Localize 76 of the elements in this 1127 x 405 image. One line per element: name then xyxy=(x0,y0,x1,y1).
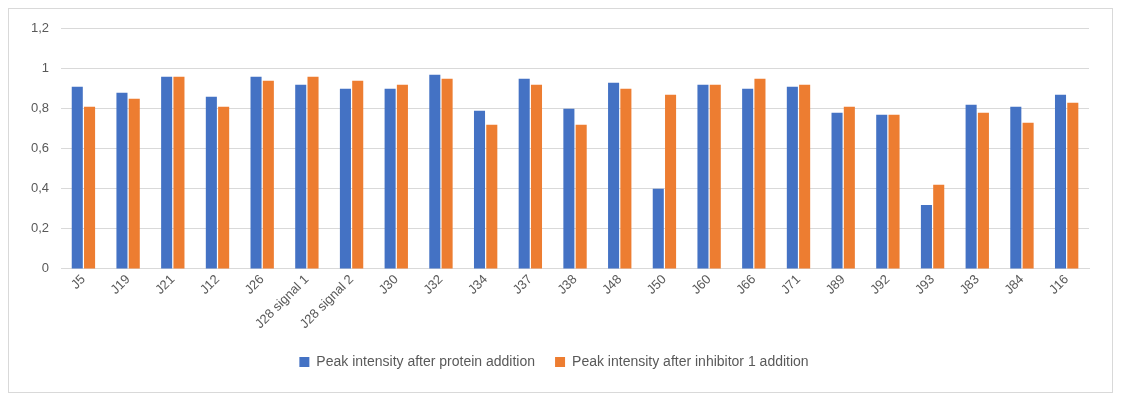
x-tick-label: J34 xyxy=(464,271,491,297)
y-tick-label: 0,2 xyxy=(30,220,50,236)
bar xyxy=(71,86,83,269)
bar xyxy=(262,80,274,269)
y-tick-label: 0 xyxy=(41,260,50,276)
bar xyxy=(295,84,307,269)
bar xyxy=(396,84,408,269)
y-tick-label: 1,2 xyxy=(30,20,50,36)
x-tick-label: J5 xyxy=(67,271,89,292)
bar xyxy=(665,94,677,269)
bar xyxy=(620,88,632,269)
x-tick-label: J50 xyxy=(643,271,670,297)
bar xyxy=(1022,122,1034,269)
x-tick-label: J66 xyxy=(733,271,759,297)
bar xyxy=(965,104,977,269)
bar xyxy=(473,110,486,269)
bar xyxy=(1010,106,1022,269)
bar xyxy=(205,96,217,269)
bar xyxy=(352,80,364,269)
bar xyxy=(652,188,664,269)
bar xyxy=(786,86,798,269)
legend-label: Peak intensity after protein addition xyxy=(316,352,536,369)
x-tick-label: J16 xyxy=(1045,271,1072,297)
bar xyxy=(518,78,530,269)
bar xyxy=(384,88,396,269)
bar xyxy=(173,76,185,269)
bar xyxy=(742,88,754,269)
x-tick-label: J84 xyxy=(1001,271,1027,297)
bar xyxy=(1054,94,1067,269)
y-tick-label: 1 xyxy=(41,60,50,76)
x-tick-label: J83 xyxy=(956,271,982,297)
x-tick-label: J19 xyxy=(107,271,133,297)
bar xyxy=(608,82,620,269)
bar xyxy=(876,114,888,269)
bar xyxy=(429,74,441,269)
bar xyxy=(933,184,945,269)
bar xyxy=(441,78,453,269)
x-tick-label: J93 xyxy=(911,271,938,297)
bar xyxy=(486,124,498,269)
bar xyxy=(339,88,351,269)
bar xyxy=(250,76,262,269)
x-tick-label: J71 xyxy=(777,271,804,297)
bar xyxy=(754,78,766,269)
x-tick-label: J21 xyxy=(152,271,178,297)
legend-label: Peak intensity after inhibitor 1 addition xyxy=(572,352,809,369)
bar xyxy=(697,84,709,269)
bar xyxy=(128,98,140,269)
y-tick-label: 0,8 xyxy=(30,100,50,116)
x-tick-label: J26 xyxy=(241,271,267,297)
bar xyxy=(977,112,989,269)
bar xyxy=(218,106,230,269)
bar xyxy=(116,92,128,269)
x-tick-label: J89 xyxy=(822,271,848,297)
bar xyxy=(843,106,855,269)
bar xyxy=(530,84,543,269)
y-tick-label: 0,6 xyxy=(30,140,50,156)
y-tick-label: 0,4 xyxy=(30,180,50,196)
x-tick-label: J48 xyxy=(598,271,625,297)
bar xyxy=(84,106,96,269)
bar xyxy=(575,124,587,269)
bar xyxy=(920,204,932,269)
bar xyxy=(831,112,843,269)
bar xyxy=(888,114,900,269)
x-tick-label: J60 xyxy=(688,271,714,297)
x-tick-label: J37 xyxy=(509,271,535,297)
bar xyxy=(709,84,721,269)
x-tick-label: J32 xyxy=(420,271,446,297)
bar xyxy=(563,108,575,269)
x-tick-label: J38 xyxy=(554,271,580,297)
bar xyxy=(1067,102,1079,269)
x-tick-label: J30 xyxy=(375,271,401,297)
bar xyxy=(161,76,173,269)
x-tick-label: J92 xyxy=(867,271,893,297)
bar xyxy=(307,76,319,269)
bar xyxy=(799,84,811,269)
x-tick-label: J12 xyxy=(196,271,223,297)
